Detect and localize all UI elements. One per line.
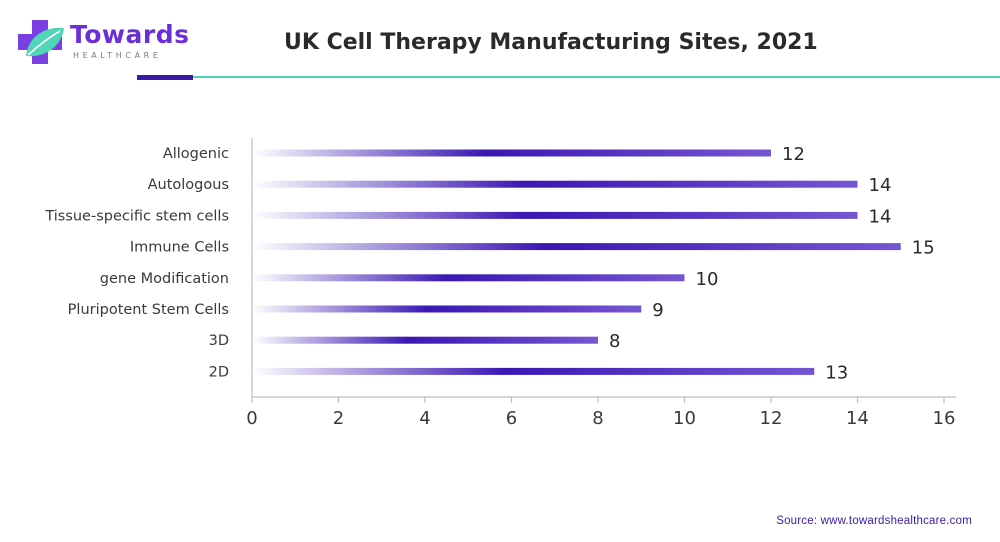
category-label: Pluripotent Stem Cells [68, 302, 229, 318]
brand-logo [18, 16, 178, 64]
data-label: 10 [696, 269, 719, 290]
data-label: 14 [869, 175, 892, 196]
category-label: Autologous [148, 177, 229, 193]
x-tick-label: 10 [673, 408, 696, 429]
leaf-cross-icon [18, 20, 64, 64]
data-label: 14 [869, 206, 892, 227]
brand-name: Towards [70, 20, 190, 49]
title-underline-accent [137, 75, 193, 80]
category-label: Allogenic [163, 146, 229, 162]
chart-title: UK Cell Therapy Manufacturing Sites, 202… [284, 30, 818, 55]
category-label: 2D [209, 364, 229, 380]
x-tick-label: 2 [333, 408, 344, 429]
x-tick-label: 6 [506, 408, 517, 429]
source-note: Source: www.towardshealthcare.com [776, 515, 972, 527]
x-tick-label: 0 [246, 408, 257, 429]
bar-4 [252, 274, 685, 282]
bar-7 [252, 367, 815, 375]
data-label: 15 [912, 238, 935, 259]
category-label: Immune Cells [130, 240, 229, 256]
data-label: 9 [652, 300, 663, 321]
category-label: 3D [209, 333, 229, 349]
x-tick-label: 8 [592, 408, 603, 429]
bar-5 [252, 305, 642, 313]
data-label: 13 [825, 362, 848, 383]
x-tick-label: 12 [760, 408, 783, 429]
bar-3 [252, 243, 901, 251]
bar-0 [252, 149, 771, 157]
data-label: 8 [609, 331, 620, 352]
category-label: Tissue-specific stem cells [44, 208, 229, 224]
bar-2 [252, 211, 858, 219]
x-tick-label: 16 [933, 408, 956, 429]
bar-1 [252, 180, 858, 188]
data-label: 12 [782, 144, 805, 165]
category-label: gene Modification [100, 271, 229, 287]
x-tick-label: 14 [846, 408, 869, 429]
x-tick-label: 4 [419, 408, 430, 429]
title-underline [193, 76, 1000, 78]
brand-tagline: HEALTHCARE [73, 51, 162, 60]
bar-6 [252, 336, 598, 344]
